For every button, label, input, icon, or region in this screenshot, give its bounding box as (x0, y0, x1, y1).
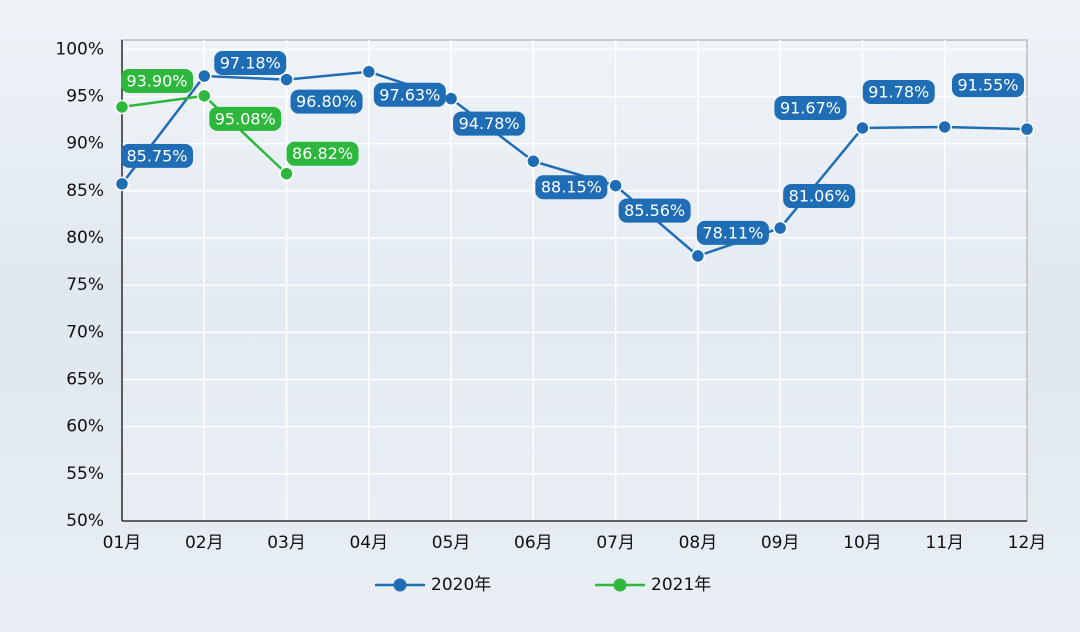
x-tick-label: 05月 (432, 533, 471, 553)
point (114, 176, 130, 192)
value-label: 91.67% (780, 98, 841, 117)
label-box (373, 82, 446, 107)
y-tick-label: 70% (66, 322, 104, 342)
legend-label: 2021年 (651, 575, 711, 595)
label-box (290, 89, 363, 114)
legend-label: 2020年 (431, 575, 491, 595)
x-tick-label: 09月 (761, 533, 800, 553)
label-box (535, 175, 608, 200)
y-tick-label: 75% (66, 275, 104, 295)
y-tick-label: 50% (66, 511, 104, 531)
point (772, 220, 788, 236)
label-box (696, 220, 769, 245)
x-tick-label: 03月 (267, 533, 306, 553)
value-label: 97.63% (379, 85, 440, 104)
point (197, 88, 212, 104)
y-tick-label: 60% (66, 417, 104, 437)
x-tick-label: 10月 (843, 533, 882, 553)
point (361, 64, 377, 80)
x-tick-label: 04月 (349, 533, 388, 553)
label-box (774, 95, 847, 120)
point (690, 248, 706, 264)
point (279, 166, 294, 181)
point (197, 68, 212, 84)
label-box (121, 143, 193, 168)
y-tick-label: 65% (66, 370, 104, 390)
value-label: 81.06% (789, 187, 850, 206)
label-box (121, 68, 193, 93)
label-box (952, 73, 1024, 98)
value-label: 78.11% (702, 223, 763, 242)
point (443, 91, 459, 106)
label-box (862, 79, 935, 104)
point (526, 153, 541, 169)
value-label: 93.90% (126, 71, 187, 90)
point (1019, 121, 1035, 137)
series-line (121, 70, 1028, 258)
value-label: 85.75% (126, 146, 187, 165)
x-tick-label: 01月 (103, 533, 142, 553)
point (114, 99, 130, 115)
value-label: 85.56% (624, 201, 685, 220)
y-tick-label: 85% (66, 181, 104, 201)
x-tick-label: 02月 (185, 533, 224, 553)
y-tick-label: 100% (55, 39, 104, 59)
value-label: 91.78% (868, 82, 929, 101)
label-box (209, 106, 282, 131)
label-box (618, 198, 691, 223)
x-tick-label: 06月 (514, 533, 553, 553)
y-tick-label: 55% (66, 464, 104, 484)
point (937, 119, 952, 135)
label-box (453, 111, 526, 136)
value-label: 96.80% (296, 92, 357, 111)
y-tick-label: 95% (66, 87, 104, 107)
point (855, 120, 870, 136)
y-tick-label: 80% (66, 228, 104, 248)
value-label: 97.18% (220, 54, 281, 73)
legend-marker (613, 578, 627, 592)
value-label: 95.08% (215, 109, 276, 128)
value-label: 86.82% (292, 144, 353, 163)
x-tick-label: 11月 (925, 533, 964, 553)
y-tick-label: 90% (66, 134, 104, 154)
x-tick-label: 08月 (679, 533, 718, 553)
x-tick-label: 07月 (596, 533, 635, 553)
label-box (783, 184, 856, 209)
value-label: 91.55% (957, 76, 1018, 95)
x-tick-label: 12月 (1008, 533, 1047, 553)
value-label: 94.78% (459, 114, 520, 133)
value-label: 88.15% (541, 178, 602, 197)
point (279, 72, 294, 87)
label-box (214, 51, 287, 76)
label-box (286, 141, 359, 166)
point (608, 178, 623, 193)
legend-marker (393, 578, 407, 592)
